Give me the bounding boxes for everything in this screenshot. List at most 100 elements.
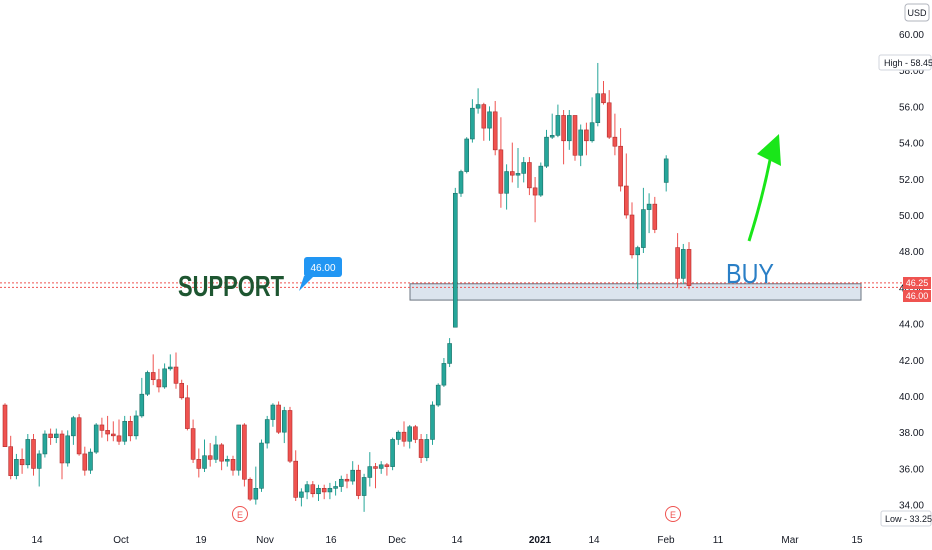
candle-up[interactable] [470,99,475,143]
candle-up[interactable] [259,439,264,492]
candle-up[interactable] [270,403,276,427]
candle-up[interactable] [635,245,641,290]
candle-up[interactable] [93,423,99,454]
candle-up[interactable] [145,370,150,396]
candle-up[interactable] [487,106,492,141]
candle-up[interactable] [407,424,413,449]
candle-up[interactable] [327,482,333,500]
candle-up[interactable] [663,155,669,192]
candle-down[interactable] [8,435,13,480]
candle-up[interactable] [253,466,259,505]
candle-up[interactable] [71,415,76,445]
candle-up[interactable] [390,437,395,471]
earnings-marker[interactable]: E [665,506,681,522]
candle-up[interactable] [395,430,401,445]
candle-down[interactable] [48,428,53,445]
candle-up[interactable] [641,187,646,254]
candle-down[interactable] [612,113,618,156]
candle-down[interactable] [242,423,247,487]
candle-down[interactable] [675,233,680,288]
candle-down[interactable] [418,434,424,463]
candle-down[interactable] [686,242,692,290]
candle-down[interactable] [179,379,184,400]
candle-up[interactable] [25,434,31,469]
candle-up[interactable] [88,448,93,474]
candle-up[interactable] [538,162,544,197]
candle-up[interactable] [680,243,686,284]
candle-up[interactable] [122,415,127,445]
candle-up[interactable] [544,129,549,168]
support-annotation[interactable]: SUPPORT [178,271,284,303]
candle-down[interactable] [584,122,589,156]
candle-down[interactable] [413,424,418,444]
candle-down[interactable] [618,128,623,192]
candle-up[interactable] [595,62,601,127]
candle-down[interactable] [321,484,327,500]
candle-down[interactable] [509,142,515,183]
candle-up[interactable] [361,473,367,512]
candle-down[interactable] [196,448,202,478]
candle-down[interactable] [207,443,213,467]
candle-down[interactable] [293,450,299,501]
candle-up[interactable] [435,383,441,407]
candle-down[interactable] [623,153,629,219]
buy-annotation[interactable]: BUY [726,258,774,289]
candle-up[interactable] [441,357,447,387]
up-arrow[interactable] [747,134,781,242]
candle-down[interactable] [287,406,293,463]
candle-up[interactable] [555,104,561,138]
candle-up[interactable] [504,164,509,210]
candle-down[interactable] [601,81,606,105]
candle-up[interactable] [281,406,287,444]
candle-down[interactable] [532,176,538,223]
candle-up[interactable] [168,354,173,371]
candle-down[interactable] [606,90,612,139]
candle-down[interactable] [492,100,498,156]
candle-up[interactable] [338,475,344,492]
candle-down[interactable] [59,430,65,480]
candle-up[interactable] [264,415,270,449]
candle-up[interactable] [566,110,572,150]
candle-up[interactable] [304,481,310,500]
candle-up[interactable] [316,484,321,501]
candle-up[interactable] [464,137,470,174]
candle-down[interactable] [219,443,224,471]
candle-down[interactable] [116,419,122,445]
candle-up[interactable] [333,481,338,496]
candle-down[interactable] [356,464,361,500]
candle-down[interactable] [19,448,25,474]
candle-down[interactable] [481,102,487,141]
candle-down[interactable] [401,421,407,447]
candle-up[interactable] [458,169,464,197]
candle-down[interactable] [150,354,156,386]
candle-down[interactable] [276,401,281,435]
candle-up[interactable] [225,455,230,467]
candle-up[interactable] [202,439,207,473]
candle-up[interactable] [578,124,584,167]
candle-down[interactable] [247,477,253,501]
candle-down[interactable] [31,434,36,476]
candle-up[interactable] [162,363,167,389]
candle-up[interactable] [14,453,19,480]
candle-up[interactable] [424,434,430,462]
candle-up[interactable] [646,193,652,234]
candle-down[interactable] [105,415,110,442]
candle-up[interactable] [430,401,435,445]
candle-down[interactable] [527,157,532,196]
candle-up[interactable] [133,410,139,440]
candle-up[interactable] [236,424,241,476]
candle-up[interactable] [42,430,48,458]
candle-down[interactable] [230,455,236,476]
candle-down[interactable] [156,368,162,393]
candle-up[interactable] [378,461,384,474]
candle-down[interactable] [561,110,566,165]
candle-up[interactable] [515,148,521,188]
support-zone[interactable] [409,283,862,301]
candle-down[interactable] [384,462,390,476]
candle-down[interactable] [344,473,350,489]
candle-up[interactable] [139,377,145,418]
candle-up[interactable] [589,97,595,143]
candle-down[interactable] [76,414,82,456]
candle-down[interactable] [190,419,196,463]
